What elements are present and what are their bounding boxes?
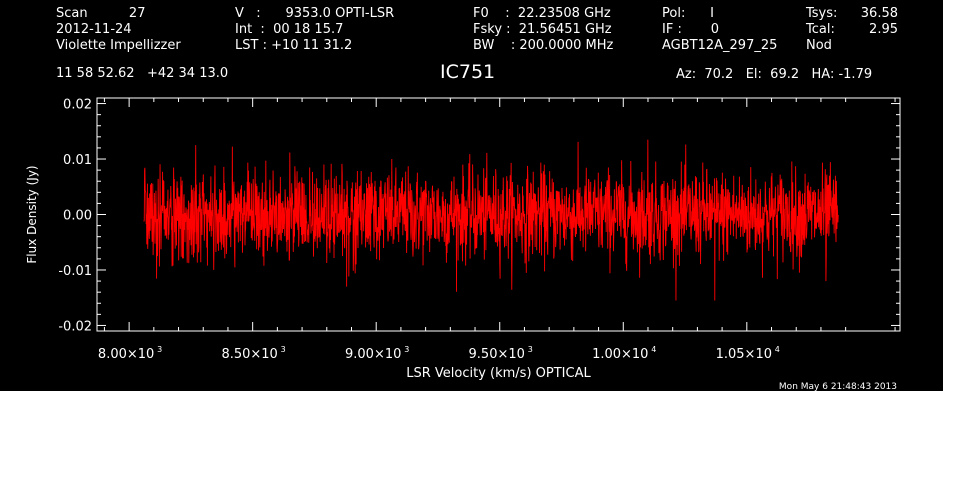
header-lst: LST : +10 11 31.2 — [235, 38, 353, 53]
x-tick-exponent: 3 — [528, 345, 533, 354]
y-tick-label: 0.01 — [63, 153, 92, 168]
header-nod-label: Nod — [806, 38, 832, 53]
chart-area: 8.00×10 3 8.50×10 3 9.00×10 3 9.50×10 3 1.00×10 4… — [25, 97, 901, 391]
header-fsky: Fsky : 21.56451 GHz — [473, 22, 612, 37]
x-tick-label: 1.05×10 — [716, 347, 772, 362]
source-title: IC751 — [440, 61, 496, 83]
x-tick-label: 1.00×10 — [592, 347, 648, 362]
header-observer: Violette Impellizzer — [56, 38, 181, 53]
x-tick-label: 9.00×10 — [345, 347, 401, 362]
x-tick-exponent: 4 — [651, 345, 656, 354]
x-axis-label: LSR Velocity (km/s) OPTICAL — [406, 366, 591, 381]
y-tick-label: 0.02 — [63, 98, 92, 113]
header-f0: F0 : 22.23508 GHz — [473, 6, 611, 21]
x-tick-exponent: 4 — [775, 345, 780, 354]
timestamp: Mon May 6 21:48:43 2013 — [779, 382, 897, 391]
header-scan: Scan 27 — [56, 6, 146, 21]
y-tick-label: -0.01 — [58, 264, 92, 279]
x-tick-exponent: 3 — [404, 345, 409, 354]
header-project: AGBT12A_297_25 — [662, 38, 778, 53]
ticks-layer: 8.00×10 3 8.50×10 3 9.00×10 3 9.50×10 3 1.00×10 4… — [58, 98, 900, 362]
header-tsys-value: 36.58 — [860, 6, 898, 21]
header-tcal-label: Tcal: — [806, 22, 835, 37]
header-velocity: V : 9353.0 OPTI-LSR — [235, 6, 395, 21]
header-tsys-label: Tsys: — [806, 6, 838, 21]
header-integration: Int : 00 18 15.7 — [235, 22, 344, 37]
x-tick-exponent: 3 — [157, 345, 162, 354]
y-axis-label: Flux Density (Jy) — [25, 165, 39, 263]
x-tick-label: 8.50×10 — [221, 347, 277, 362]
header-coordinates: 11 58 52.62 +42 34 13.0 — [56, 66, 229, 81]
header-if: IF : 0 — [662, 22, 720, 37]
header-az-el-ha: Az: 70.2 El: 69.2 HA: -1.79 — [676, 67, 873, 82]
x-tick-label: 8.00×10 — [98, 347, 154, 362]
y-tick-label: -0.02 — [58, 319, 92, 334]
y-tick-label: 0.00 — [63, 209, 92, 224]
spectrum-line — [143, 139, 839, 301]
header-date: 2012-11-24 — [56, 22, 132, 37]
plot-window: Scan 27 2012-11-24 Violette Impellizzer … — [0, 0, 943, 391]
series-layer — [143, 139, 839, 301]
header-bandwidth: BW : 200.0000 MHz — [473, 38, 614, 53]
x-tick-label: 9.50×10 — [469, 347, 525, 362]
header-tcal-value: 2.95 — [869, 22, 898, 37]
x-tick-exponent: 3 — [281, 345, 286, 354]
header-polarization: Pol: I — [662, 6, 714, 21]
